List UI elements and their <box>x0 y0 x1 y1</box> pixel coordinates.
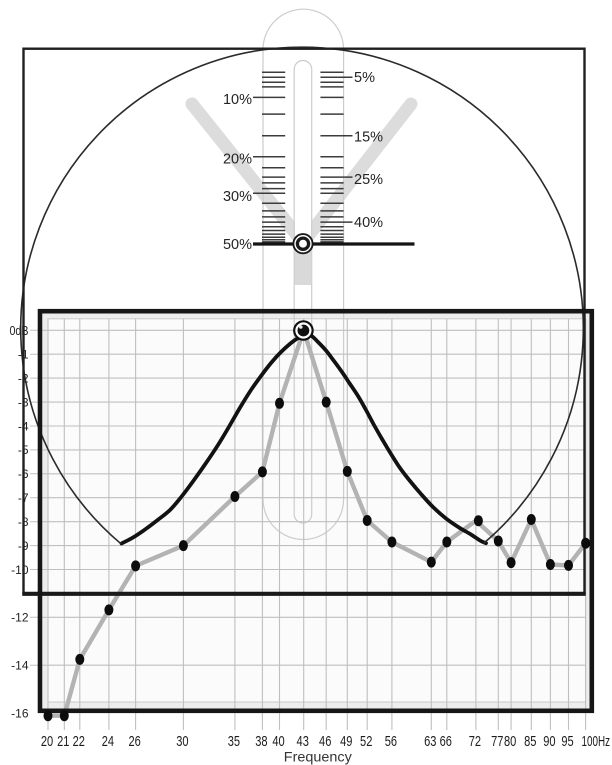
svg-text:-2: -2 <box>18 371 29 385</box>
svg-text:-1: -1 <box>18 348 29 362</box>
svg-text:20%: 20% <box>223 152 252 168</box>
svg-text:15%: 15% <box>354 130 383 146</box>
svg-text:20: 20 <box>41 733 53 750</box>
svg-text:40%: 40% <box>354 215 383 231</box>
svg-text:95: 95 <box>561 733 573 750</box>
svg-text:-7: -7 <box>18 491 29 505</box>
svg-text:35: 35 <box>228 733 240 750</box>
svg-text:63: 63 <box>424 733 436 750</box>
svg-text:50%: 50% <box>223 237 252 253</box>
svg-text:30: 30 <box>176 733 188 750</box>
svg-text:30%: 30% <box>223 189 252 205</box>
svg-text:26: 26 <box>128 733 140 750</box>
svg-text:100Hz: 100Hz <box>582 733 611 750</box>
svg-text:21: 21 <box>57 733 69 750</box>
svg-text:-9: -9 <box>18 539 29 553</box>
svg-text:85: 85 <box>524 733 536 750</box>
svg-text:-4: -4 <box>18 419 29 433</box>
svg-text:22: 22 <box>73 733 85 750</box>
svg-text:66: 66 <box>440 733 452 750</box>
svg-text:49: 49 <box>340 733 352 750</box>
svg-text:-3: -3 <box>18 395 29 409</box>
svg-text:90: 90 <box>543 733 555 750</box>
svg-text:40: 40 <box>272 733 284 750</box>
svg-text:46: 46 <box>319 733 331 750</box>
svg-text:Frequency: Frequency <box>284 748 352 764</box>
svg-text:-14: -14 <box>11 659 29 673</box>
svg-text:43: 43 <box>297 733 309 750</box>
svg-text:56: 56 <box>385 733 397 750</box>
svg-text:72: 72 <box>469 733 481 750</box>
svg-text:10%: 10% <box>223 92 252 108</box>
svg-text:0dB: 0dB <box>10 323 29 338</box>
svg-text:24: 24 <box>102 733 114 750</box>
svg-text:80: 80 <box>504 733 516 750</box>
svg-text:77: 77 <box>491 733 503 750</box>
svg-text:-10: -10 <box>11 563 29 577</box>
svg-text:-8: -8 <box>18 515 29 529</box>
svg-text:-6: -6 <box>18 467 29 481</box>
svg-text:-5: -5 <box>18 443 29 457</box>
svg-text:5%: 5% <box>354 70 375 86</box>
svg-text:52: 52 <box>360 733 372 750</box>
svg-text:25%: 25% <box>354 172 383 188</box>
svg-text:-16: -16 <box>11 706 29 720</box>
svg-text:38: 38 <box>255 733 267 750</box>
svg-text:-12: -12 <box>11 611 29 625</box>
